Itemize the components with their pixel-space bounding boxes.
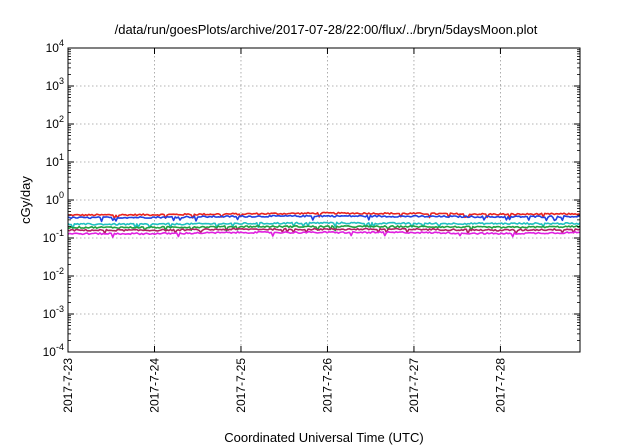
ticks: [67, 47, 580, 353]
y-tick-label: 10-2: [43, 266, 64, 283]
y-axis-title: cGy/day: [18, 176, 33, 224]
series-line: [67, 214, 581, 223]
series-line: [68, 211, 581, 220]
x-tick-labels: 2017-7-23 2017-7-24 2017-7-25 2017-7-26 2017…: [61, 358, 507, 413]
x-axis-title: Coordinated Universal Time (UTC): [224, 430, 423, 445]
y-tick-label: 104: [46, 38, 64, 55]
y-tick-label: 100: [46, 190, 64, 207]
x-tick-label: 2017-7-23: [61, 358, 75, 413]
x-tick-label: 2017-7-24: [147, 358, 161, 413]
series-line: [67, 227, 581, 235]
y-tick-label: 102: [46, 114, 64, 131]
y-tick-label: 10-4: [43, 342, 64, 359]
grid: [68, 48, 580, 352]
y-tick-label: 101: [46, 152, 64, 169]
x-tick-label: 2017-7-25: [234, 358, 248, 413]
x-tick-label: 2017-7-27: [407, 358, 421, 413]
y-tick-label: 10-3: [43, 304, 64, 321]
series-line: [68, 225, 581, 232]
series-line: [67, 221, 581, 229]
series-line: [67, 230, 581, 238]
y-tick-labels: 104 103 102 101 100 10-1 10-2 10-3 10-4: [43, 38, 64, 359]
x-tick-label: 2017-7-26: [320, 358, 334, 413]
x-tick-label: 2017-7-28: [493, 358, 507, 413]
series-group: [67, 211, 581, 238]
y-tick-label: 103: [46, 76, 64, 93]
chart-title: /data/run/goesPlots/archive/2017-07-28/2…: [115, 22, 538, 37]
y-tick-label: 10-1: [43, 228, 64, 245]
